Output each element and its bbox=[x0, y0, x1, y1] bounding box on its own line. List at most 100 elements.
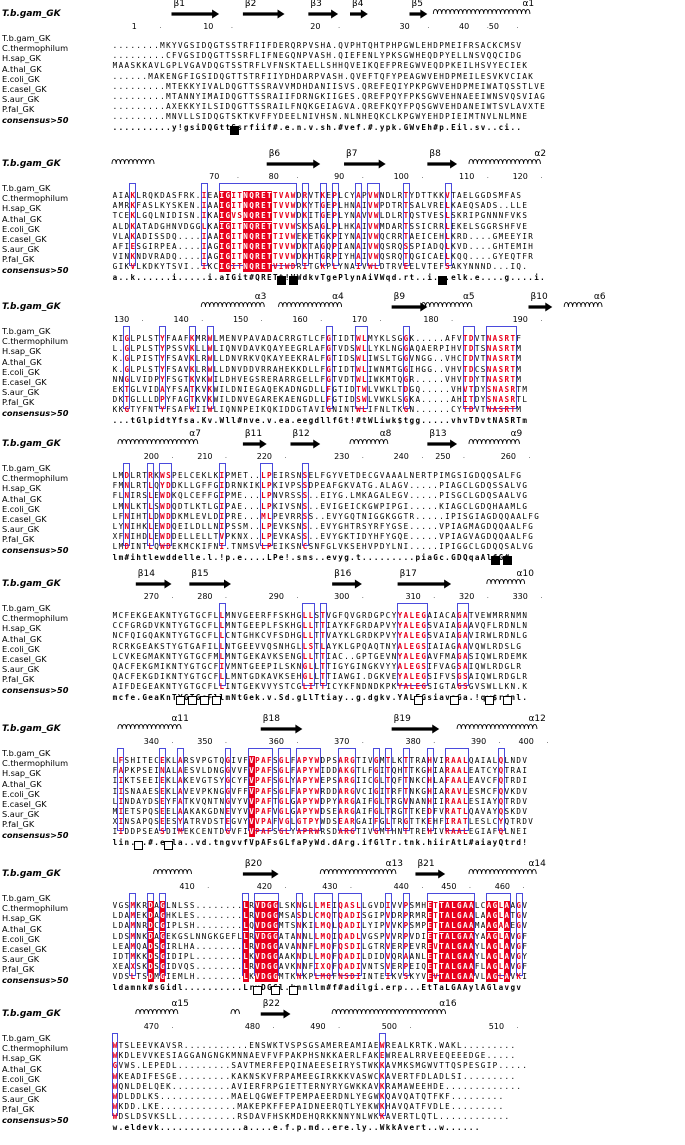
sequence-residues: KKGTYFNTYFSAFKIIWLIQNNPEIKQKIDDGTAVIGNIN… bbox=[112, 405, 521, 415]
sequence-row: P.fal_GK KKGTYFNTYFSAFKIIWLIQNNPEIKQKIDDG… bbox=[0, 397, 685, 415]
residue-number: 90 bbox=[334, 172, 345, 181]
beta-strand-arrow bbox=[260, 724, 303, 734]
residue-number: 100 bbox=[393, 172, 409, 181]
consensus-sequence: ...tGlpidtYfsa.Kv.Wll#nve.v.ea.eegdllfGt… bbox=[112, 415, 527, 425]
sequence-name: T.b.gam_GK bbox=[2, 603, 51, 613]
sequence-residues: XINSAPQSEESYATRVDSTEGVYVVPAFVGLGTPYWDSEA… bbox=[112, 817, 533, 828]
ruler-dot: . bbox=[236, 173, 239, 180]
sequence-residues: VLAKADISSDQ....IAAIGITNQRETTIVWEKETGKPIY… bbox=[112, 231, 533, 242]
ruler-dot: . bbox=[546, 738, 549, 745]
sequence-row: E.casel_GK AFIESGIRPEA....IAGIGITNQRETTVV… bbox=[0, 234, 685, 252]
alpha-helix-coil bbox=[468, 439, 520, 445]
sequence-name: P.fal_GK bbox=[2, 1104, 35, 1115]
sequence-residues: XEAXSKDSGIDVQS........LRVDGGAVKNNFIXQFQA… bbox=[112, 962, 527, 973]
sequence-row: E.casel_GK EKTGLVIDAYFSATKVKWILDNIEGAQEKA… bbox=[0, 377, 685, 394]
open-square-marker bbox=[134, 840, 144, 850]
residue-number: 200 bbox=[143, 452, 159, 461]
secondary-structure-label: β20 bbox=[245, 859, 262, 869]
secondary-structure-label: β18 bbox=[263, 714, 280, 724]
alpha-helix-coil bbox=[230, 1009, 240, 1015]
beta-strand-arrow bbox=[427, 159, 458, 169]
sequence-residues: LYNIHKLEWDQEILDLLNIPSSM..LPEVKSNS..EVYGH… bbox=[112, 522, 533, 531]
alpha-helix-coil bbox=[349, 439, 389, 445]
residue-number: 340 bbox=[143, 737, 159, 746]
sequence-residues: NNGLVIDPYFSGTKVKWILDHVEGSRERARRGELLFGTVD… bbox=[112, 374, 521, 384]
residue-number: 210 bbox=[197, 452, 213, 461]
filled-square-marker bbox=[277, 275, 287, 285]
alpha-helix-coil bbox=[117, 439, 199, 445]
alpha-helix-coil bbox=[456, 724, 538, 730]
sequence-row: T.b.gam_GK LFSHITECEKLARSVPGTQGIVFVPAFSGL… bbox=[0, 748, 685, 766]
beta-strand-arrow bbox=[409, 9, 428, 19]
sequence-residues: LMNLKTLSWDQDTLKTLGIPAE...LPKIVSNS..EVIGE… bbox=[112, 501, 527, 511]
ruler-dot: . bbox=[296, 593, 299, 600]
ruler-dot: . bbox=[320, 316, 323, 323]
sequence-row: S.aur_GK VINKNDVRADQ....IAGIGITNQRETTVVWD… bbox=[0, 244, 685, 263]
consensus-sequence: mcfe.GeaKnTYGTGcFllmNtGek.v.Sd.gLlTtiay.… bbox=[112, 692, 527, 702]
alpha-helix-coil bbox=[331, 1009, 446, 1015]
residue-number: 70 bbox=[209, 172, 220, 181]
ruler-dot: . bbox=[469, 883, 471, 890]
ruler-dot: . bbox=[463, 453, 465, 460]
sequence-residues: LMDLRTRKWSPELCEKLKIPMET..LPEIRSNSELFGYVE… bbox=[112, 471, 521, 480]
filled-square-marker bbox=[503, 555, 513, 565]
consensus-sequence: ..........y!gsiDQGttSsrfiif#.e.n.v.sh.#v… bbox=[112, 122, 521, 132]
sequence-name: C.thermophilum bbox=[2, 903, 69, 914]
sequence-row: H.sap_GK MAASKKAVLGPLVGAVDQGTSSTRFLVFNSKT… bbox=[0, 53, 685, 70]
sequence-residues: CCFGRGDVKNTYGTGCFLLMNTGEEPLFSKHGLLTTIAYK… bbox=[112, 621, 527, 631]
sequence-residues: ......MAKENGFIGSIDQGTTSTRFIIYDHDARPVASH.… bbox=[112, 71, 533, 81]
sequence-name: H.sap_GK bbox=[2, 623, 41, 634]
ruler-dot: . bbox=[522, 883, 525, 890]
secondary-structure-label: α3 bbox=[255, 292, 267, 302]
ruler-dot: . bbox=[361, 738, 364, 745]
sequence-residues: EKTGLVIDAYFSATKVKWILDNIEGAQEKADNGDLLFGTI… bbox=[112, 385, 527, 394]
reference-structure-label: T.b.gam_GK bbox=[2, 579, 61, 589]
ruler-dot: . bbox=[421, 883, 424, 890]
sequence-residues: .........CFVGSIDQGTTSSRFLIFNEGQNPVASH.QI… bbox=[112, 51, 521, 61]
sequence-row: E.casel_GK LYNIHKLEWDQEILDLLNIPSSM..LPEVK… bbox=[0, 514, 685, 531]
sequence-name: A.thal_GK bbox=[2, 213, 42, 224]
sequence-name: H.sap_GK bbox=[2, 203, 41, 214]
sequence-row: H.sap_GK TCEKLGQLNIDISN.IKAIGVSNQRETTVVWD… bbox=[0, 203, 685, 222]
residue-number: 150 bbox=[232, 315, 249, 324]
ruler-dot: . bbox=[171, 593, 174, 600]
secondary-structure-label: α7 bbox=[189, 429, 201, 439]
sequence-row: T.b.gam_GK ........MKYVGSIDQGTSSTRFIIFDER… bbox=[0, 33, 685, 50]
residue-marker-track bbox=[0, 985, 685, 998]
secondary-structure-label: β9 bbox=[394, 292, 406, 302]
ruler-dot: . bbox=[171, 1023, 174, 1030]
sequence-residues: KIGLPLSTYFAAFKMRWLMENVPAVADACRRGTLCFGTID… bbox=[112, 334, 521, 343]
ruler-dot: . bbox=[486, 593, 489, 600]
secondary-structure-label: β8 bbox=[429, 149, 441, 159]
open-square-marker bbox=[199, 695, 209, 705]
secondary-structure-label: α6 bbox=[594, 292, 606, 302]
residue-number: 250 bbox=[435, 452, 451, 461]
sequence-row: S.aur_GK XEAXSKDSGIDVQS........LRVDGGAVKN… bbox=[0, 954, 685, 973]
sequence-row: S.aur_GK DKTGLLLDPYFAGTKVKWILDNVEGAREKAEN… bbox=[0, 387, 685, 404]
secondary-structure-label: β6 bbox=[269, 149, 281, 159]
ruler-dot: . bbox=[516, 1023, 519, 1030]
alpha-helix-coil bbox=[432, 9, 531, 15]
ruler-dot: . bbox=[201, 316, 204, 323]
ruler-dot: . bbox=[361, 173, 364, 180]
sequence-name: E.casel_GK bbox=[2, 514, 47, 524]
sequence-residues: LCVKEGMAKNTYGTGCFMLMNTGEKAVKSENGLLTTIAC.… bbox=[112, 651, 527, 661]
sequence-residues: IDTMKKDSGIDIPL........LKVDGGAAKNDLLMQFQA… bbox=[112, 952, 527, 962]
secondary-structure-label: α12 bbox=[528, 714, 545, 724]
sequence-name: P.fal_GK bbox=[2, 254, 35, 265]
filled-square-marker bbox=[229, 125, 239, 135]
alpha-helix-coil bbox=[111, 159, 155, 165]
sequence-row: C.thermophilum FAPKPSEINALAESVLDNGGVVFVPA… bbox=[0, 758, 685, 777]
ruler-dot: . bbox=[421, 453, 424, 460]
beta-strand-arrow bbox=[528, 302, 553, 312]
consensus-row: consensus>50 lm#ihtlewddelle.l.!p.e....LP… bbox=[0, 545, 685, 562]
consensus-row: consensus>50 a..k......i.....i.aIGit#QRET… bbox=[0, 265, 685, 282]
reference-structure-label: T.b.gam_GK bbox=[2, 439, 61, 449]
sequence-residues: LMDINTLQWDEKMCKIFNI.TNMSVLPEIKSNCSNFGLVK… bbox=[112, 542, 533, 552]
sequence-name: S.aur_GK bbox=[2, 94, 40, 105]
sequence-residues: WKDD.LKE.............MAKEPKFFEPAIDNEERQT… bbox=[112, 1102, 504, 1112]
secondary-structure-label: α11 bbox=[171, 714, 188, 724]
residue-number: 130 bbox=[113, 315, 130, 324]
secondary-structure-label: α15 bbox=[171, 999, 188, 1009]
secondary-structure-label: β14 bbox=[138, 569, 155, 579]
